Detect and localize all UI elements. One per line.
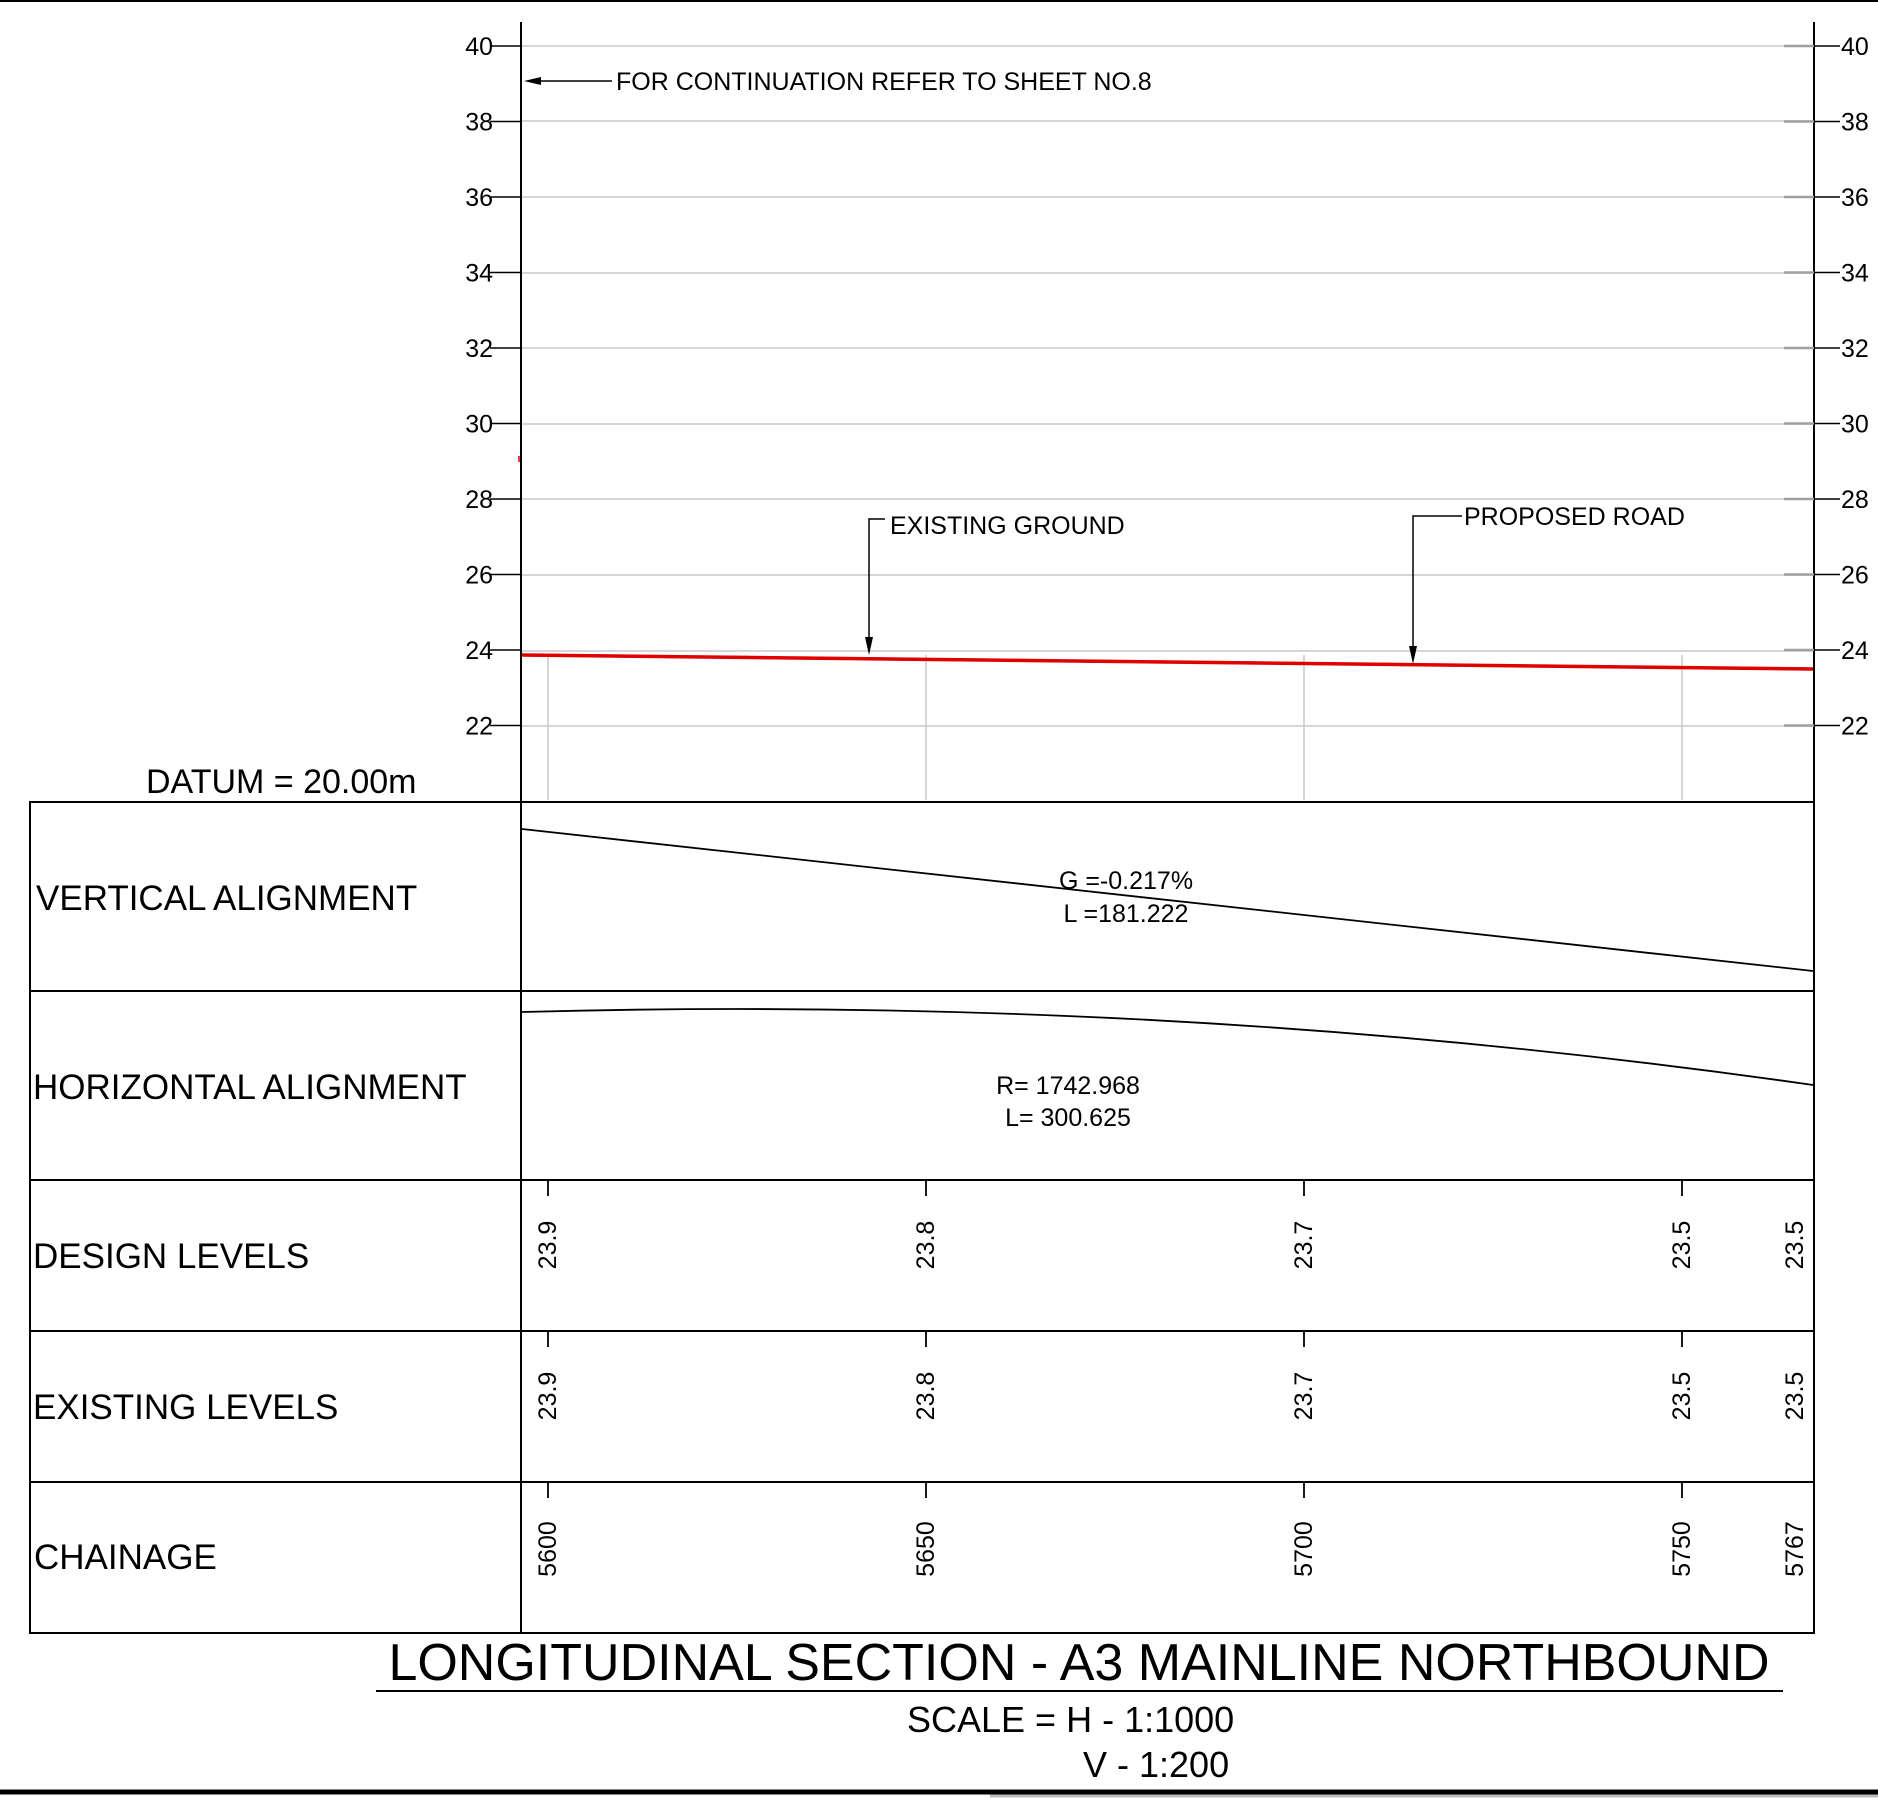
left-level-tick-label: 22 — [465, 713, 493, 741]
drawing-title: LONGITUDINAL SECTION - A3 MAINLINE NORTH… — [388, 1634, 1769, 1692]
band-table — [29, 801, 1815, 1634]
chainage-grid — [547, 655, 1683, 800]
chainage-value: 5650 — [912, 1521, 940, 1577]
left-level-tick-label: 28 — [465, 486, 493, 514]
existing-ground-label: EXISTING GROUND — [890, 512, 1125, 540]
right-level-tick-label: 26 — [1841, 562, 1869, 590]
left-level-tick-label: 40 — [465, 33, 493, 61]
design-levels-value: 23.9 — [534, 1221, 562, 1270]
continuation-note-text: FOR CONTINUATION REFER TO SHEET NO.8 — [616, 68, 1152, 96]
design-levels-value: 23.8 — [912, 1221, 940, 1270]
left-level-tick-label: 24 — [465, 637, 493, 665]
horizontal-alignment-length: L= 300.625 — [1005, 1104, 1131, 1132]
design-levels-label: DESIGN LEVELS — [33, 1237, 309, 1276]
existing-levels-value: 23.7 — [1290, 1372, 1318, 1421]
chainage-value: 5767 — [1781, 1521, 1809, 1577]
left-level-tick-label: 30 — [465, 411, 493, 439]
right-level-tick-label: 22 — [1841, 713, 1869, 741]
proposed-road-line — [521, 653, 1814, 671]
profile-grid — [522, 45, 1813, 727]
vertical-alignment-length: L =181.222 — [1064, 900, 1189, 928]
right-level-tick-label: 38 — [1841, 109, 1869, 137]
scale-vertical: V - 1:200 — [1083, 1744, 1229, 1785]
design-levels-value: 23.5 — [1781, 1221, 1809, 1270]
datum-label: DATUM = 20.00m — [146, 763, 417, 801]
chainage-label: CHAINAGE — [34, 1538, 217, 1577]
existing-levels-value: 23.8 — [912, 1372, 940, 1421]
proposed-road-callout: PROPOSED ROAD — [1409, 503, 1685, 664]
chainage-value: 5600 — [534, 1521, 562, 1577]
right-axis-ticks: 40 38 36 34 32 30 28 26 24 22 — [1784, 33, 1869, 741]
band-values: 23.9 23.8 23.7 23.5 23.5 23.9 23.8 23.7 23.5 23.5… — [534, 1180, 1809, 1577]
left-level-tick-label: 36 — [465, 184, 493, 212]
left-level-tick-label: 34 — [465, 260, 493, 288]
left-level-tick-label: 38 — [465, 109, 493, 137]
existing-levels-value: 23.9 — [534, 1372, 562, 1421]
right-level-tick-label: 32 — [1841, 335, 1869, 363]
right-level-tick-label: 40 — [1841, 33, 1869, 61]
chainage-value: 5750 — [1668, 1521, 1696, 1577]
vertical-alignment-label: VERTICAL ALIGNMENT — [36, 879, 417, 918]
existing-levels-value: 23.5 — [1668, 1372, 1696, 1421]
proposed-road-label: PROPOSED ROAD — [1464, 503, 1685, 531]
left-level-tick-label: 26 — [465, 562, 493, 590]
left-level-tick-label: 32 — [465, 335, 493, 363]
horizontal-alignment-radius: R= 1742.968 — [996, 1072, 1140, 1100]
existing-levels-label: EXISTING LEVELS — [33, 1388, 338, 1427]
continuation-note: FOR CONTINUATION REFER TO SHEET NO.8 — [524, 68, 1152, 96]
design-levels-value: 23.5 — [1668, 1221, 1696, 1270]
horizontal-alignment-curve — [521, 1008, 1814, 1086]
right-level-tick-label: 36 — [1841, 184, 1869, 212]
scale-horizontal: SCALE = H - 1:1000 — [907, 1699, 1234, 1740]
right-level-tick-label: 34 — [1841, 260, 1869, 288]
vertical-alignment-grade-line — [521, 828, 1814, 972]
left-axis-ticks: 40 38 36 34 32 30 28 26 24 22 — [465, 33, 521, 741]
chainage-value: 5700 — [1290, 1521, 1318, 1577]
horizontal-alignment-label: HORIZONTAL ALIGNMENT — [33, 1068, 467, 1107]
design-levels-value: 23.7 — [1290, 1221, 1318, 1270]
right-level-tick-label: 24 — [1841, 637, 1869, 665]
existing-ground-callout: EXISTING GROUND — [865, 512, 1125, 655]
right-level-tick-label: 28 — [1841, 486, 1869, 514]
right-level-tick-label: 30 — [1841, 411, 1869, 439]
vertical-alignment-grade: G =-0.217% — [1059, 867, 1193, 895]
existing-levels-value: 23.5 — [1781, 1372, 1809, 1421]
